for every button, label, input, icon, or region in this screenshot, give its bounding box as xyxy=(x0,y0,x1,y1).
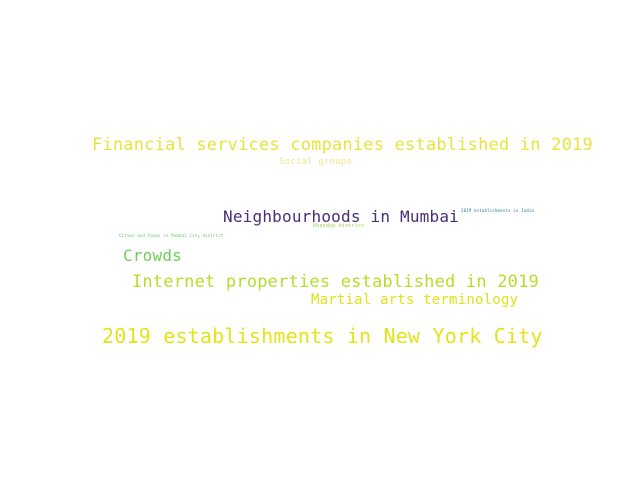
word-internet-properties: Internet properties established in 2019 xyxy=(132,272,539,292)
word-social-groups: Social groups xyxy=(279,157,353,167)
word-cities-towns-mumbai: Cities and towns in Mumbai City district xyxy=(119,233,224,238)
word-bhandup-district: Bhandup district xyxy=(313,223,365,229)
word-crowds: Crowds xyxy=(123,246,182,265)
word-neighbourhoods-mumbai: Neighbourhoods in Mumbai xyxy=(223,207,459,226)
word-2019-establishments-india: 2019 establishments in India xyxy=(461,208,535,213)
word-martial-arts: Martial arts terminology xyxy=(311,292,519,308)
word-financial-services: Financial services companies established… xyxy=(92,135,593,155)
word-2019-establishments-nyc: 2019 establishments in New York City xyxy=(102,324,543,348)
